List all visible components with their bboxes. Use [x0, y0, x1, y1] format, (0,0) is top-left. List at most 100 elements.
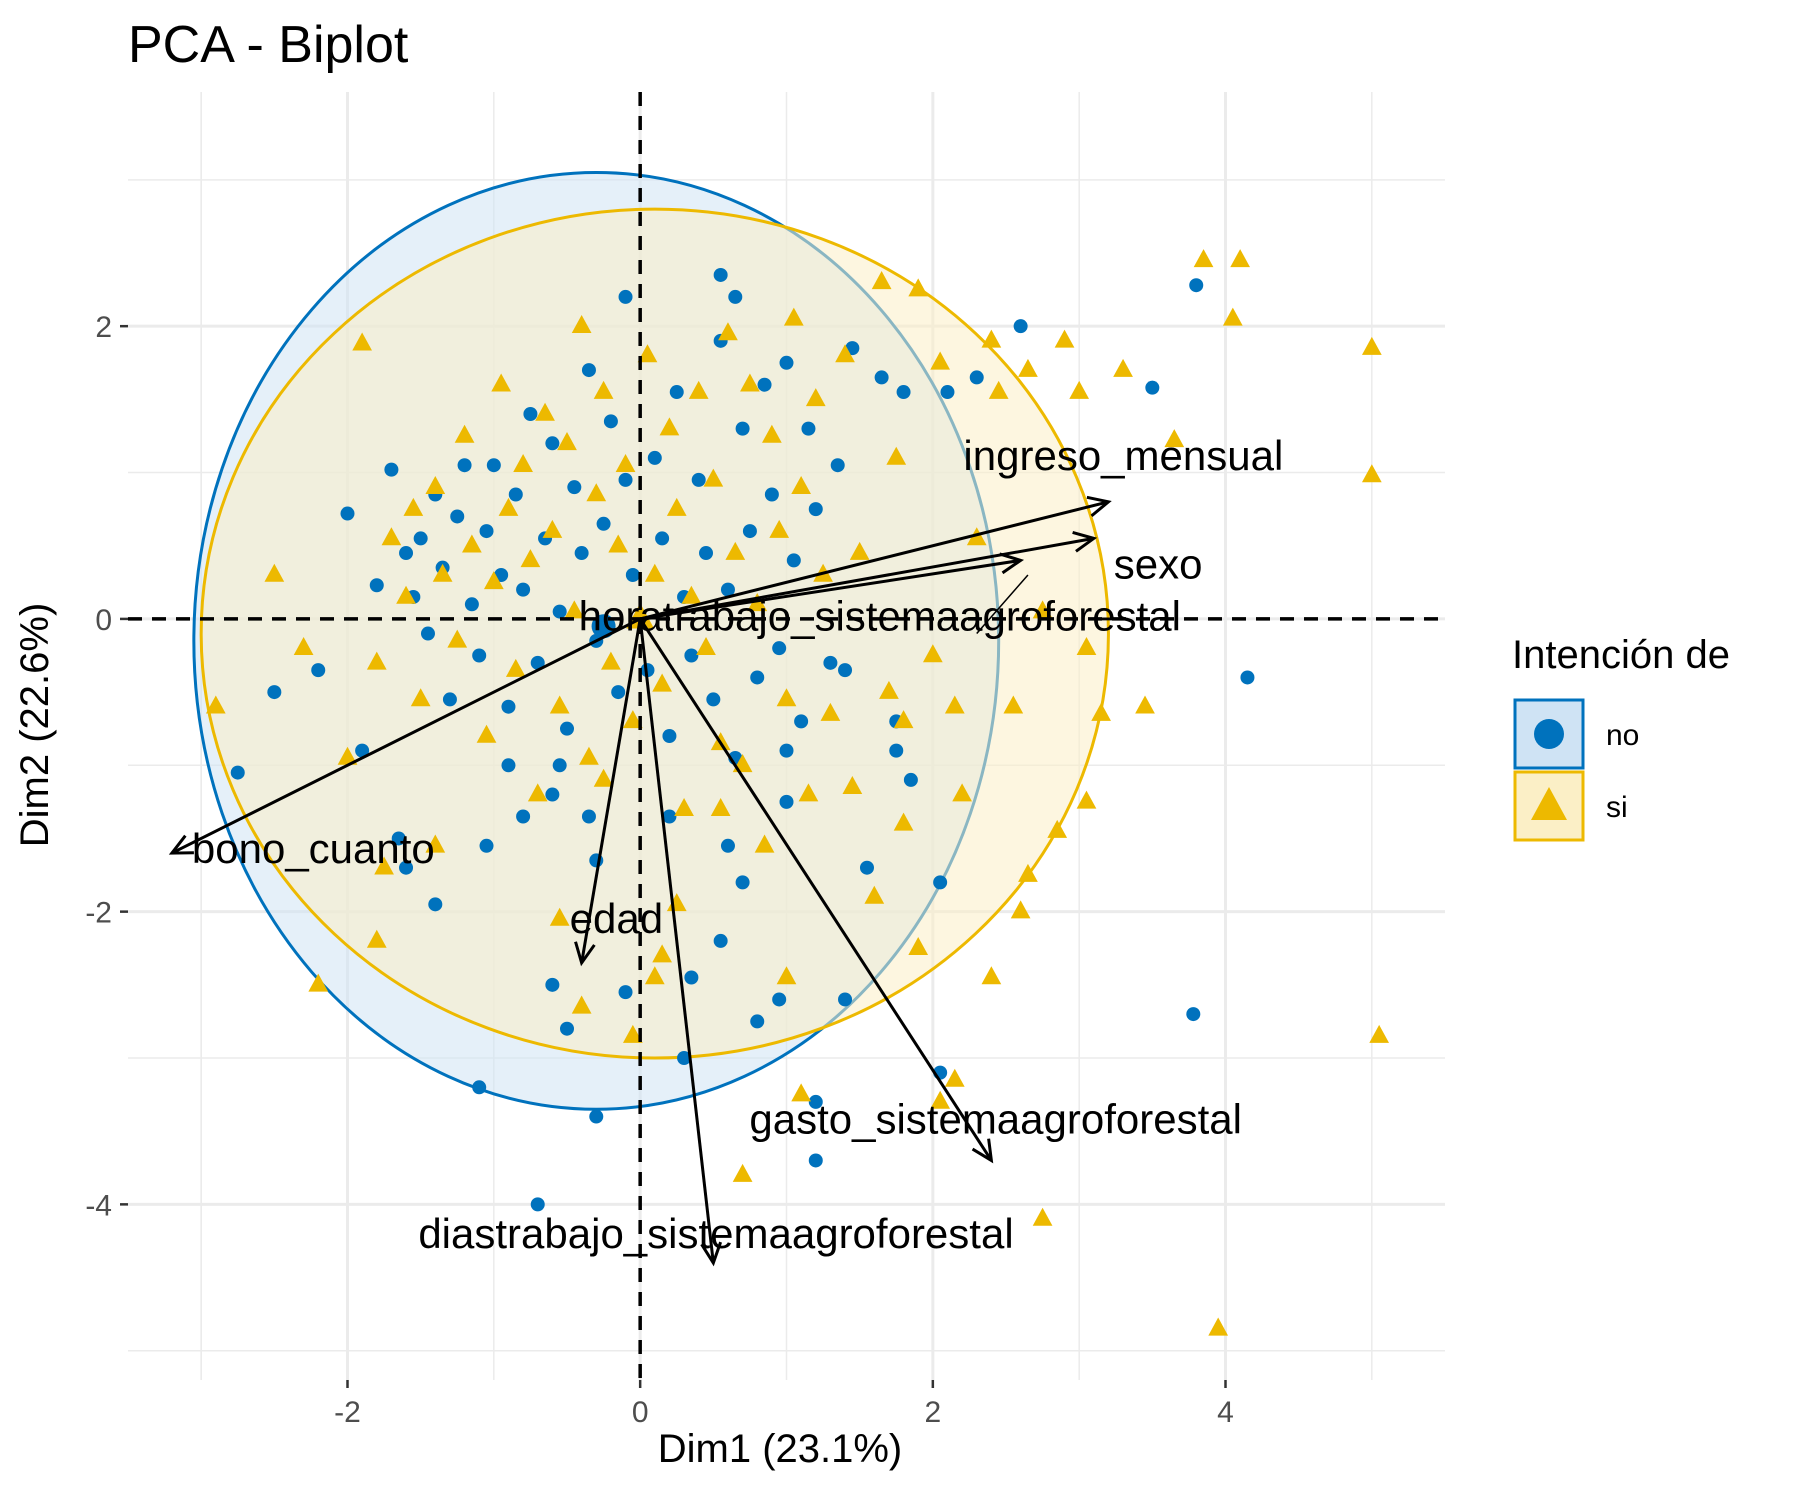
point-si	[564, 600, 585, 619]
point-no	[772, 992, 787, 1007]
point-si	[886, 446, 907, 465]
point-si	[366, 929, 387, 948]
point-no	[662, 809, 677, 824]
point-no	[413, 531, 428, 546]
legend-marker-no	[1534, 719, 1564, 749]
point-si	[205, 695, 226, 714]
point-si	[337, 746, 358, 765]
point-si	[703, 468, 724, 487]
point-si	[776, 966, 797, 985]
point-no	[391, 831, 406, 846]
point-no	[267, 685, 282, 700]
point-si	[644, 966, 665, 985]
point-no	[647, 450, 662, 465]
point-no	[516, 582, 531, 597]
point-si	[981, 966, 1002, 985]
point-no	[501, 758, 516, 773]
point-no	[560, 721, 574, 736]
point-si	[454, 424, 475, 443]
point-no	[1145, 380, 1160, 395]
point-si	[505, 658, 526, 677]
point-si	[805, 388, 826, 407]
point-si	[425, 475, 446, 494]
point-no	[772, 641, 787, 656]
point-no	[523, 407, 538, 421]
point-no	[311, 663, 326, 678]
arrowhead-gasto_sistemaagroforestal	[971, 1138, 994, 1164]
point-no	[464, 597, 479, 612]
point-si	[483, 571, 504, 590]
point-si	[571, 314, 592, 333]
point-no	[750, 1014, 765, 1029]
point-no	[618, 289, 633, 304]
point-si	[681, 585, 702, 604]
y-tick-label: -4	[85, 1189, 112, 1222]
point-si	[352, 332, 372, 351]
point-no	[896, 385, 911, 400]
point-si	[1032, 600, 1053, 619]
point-no	[823, 655, 838, 670]
point-no	[581, 809, 596, 824]
point-no	[779, 743, 794, 758]
point-si	[637, 344, 658, 363]
point-no	[399, 860, 414, 875]
point-no	[801, 421, 816, 436]
point-si	[396, 585, 416, 604]
point-no	[838, 992, 853, 1007]
point-no	[567, 480, 582, 495]
point-no	[742, 524, 757, 539]
point-no	[581, 363, 596, 378]
point-no	[838, 663, 853, 678]
point-si	[1091, 702, 1111, 721]
point-no	[735, 421, 750, 436]
point-no	[728, 289, 743, 304]
vector-horatrabajo_sistemaagroforestal	[639, 558, 1021, 621]
point-si	[820, 702, 841, 721]
point-no	[1013, 319, 1028, 334]
point-no	[662, 729, 677, 743]
y-axis-title: Dim2 (22.6%)	[13, 603, 57, 848]
arrowhead-edad	[574, 941, 596, 967]
point-si	[403, 497, 424, 516]
point-si	[871, 271, 892, 290]
vector-diastrabajo_sistemaagroforestal	[638, 618, 715, 1264]
point-no	[1240, 670, 1255, 685]
point-si	[1361, 336, 1382, 355]
vector-label-diastrabajo_sistemaagroforestal: diastrabajo_sistemaagroforestal	[418, 1210, 1013, 1257]
point-si	[842, 776, 863, 795]
point-no	[589, 1109, 604, 1124]
point-si	[1076, 636, 1097, 655]
point-si	[622, 710, 643, 729]
vector-label-sexo: sexo	[1114, 540, 1203, 587]
point-si	[410, 688, 431, 707]
vector-label-bono_cuanto: bono_cuanto	[192, 825, 435, 872]
point-si	[688, 380, 709, 399]
point-si	[644, 563, 665, 582]
point-no	[574, 546, 589, 561]
chart-title: PCA - Biplot	[128, 16, 409, 74]
point-si	[1076, 790, 1097, 809]
vector-label-gasto_sistemaagroforestal: gasto_sistemaagroforestal	[749, 1095, 1242, 1142]
point-si	[944, 1068, 965, 1087]
point-si	[952, 783, 972, 802]
point-si	[1003, 695, 1024, 714]
point-si	[447, 629, 468, 648]
point-si	[732, 1163, 753, 1182]
point-no	[779, 355, 794, 370]
x-tick-label: -2	[334, 1396, 361, 1429]
point-si	[718, 322, 738, 341]
point-no	[699, 546, 714, 561]
point-no	[472, 1080, 487, 1095]
point-no	[713, 933, 728, 948]
point-no	[530, 1197, 545, 1212]
point-no	[384, 462, 399, 477]
point-si	[1047, 819, 1068, 838]
point-no	[720, 582, 735, 597]
point-no	[340, 506, 355, 521]
point-si	[725, 541, 746, 560]
point-no	[764, 487, 779, 502]
point-si	[1010, 900, 1031, 919]
legend: Intención de no si	[1512, 633, 1730, 842]
arrowhead-horatrabajo_sistemaagroforestal	[999, 552, 1025, 575]
y-tick-label: 2	[95, 311, 112, 344]
